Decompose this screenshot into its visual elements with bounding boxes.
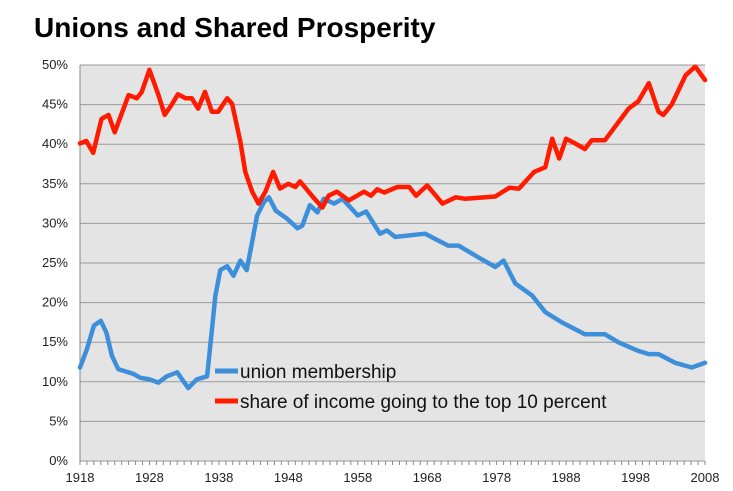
x-tick-label: 1958 bbox=[343, 470, 372, 485]
x-tick-label: 2008 bbox=[691, 470, 720, 485]
x-tick-label: 1938 bbox=[204, 470, 233, 485]
y-tick-label: 40% bbox=[42, 136, 68, 151]
y-tick-label: 45% bbox=[42, 97, 68, 112]
y-tick-label: 15% bbox=[42, 334, 68, 349]
x-tick-label: 1918 bbox=[66, 470, 95, 485]
x-tick-label: 1988 bbox=[552, 470, 581, 485]
series-line-union-membership bbox=[77, 195, 708, 391]
y-tick-label: 10% bbox=[42, 374, 68, 389]
x-tick-label: 1948 bbox=[274, 470, 303, 485]
legend-label: share of income going to the top 10 perc… bbox=[240, 392, 607, 413]
y-tick-label: 30% bbox=[42, 215, 68, 230]
series-line-top10-income-share bbox=[77, 64, 708, 210]
x-tick-label: 1928 bbox=[135, 470, 164, 485]
y-tick-label: 35% bbox=[42, 176, 68, 191]
y-tick-label: 0% bbox=[49, 453, 68, 468]
y-tick-label: 5% bbox=[49, 413, 68, 428]
x-tick-label: 1978 bbox=[482, 470, 511, 485]
y-tick-label: 20% bbox=[42, 295, 68, 310]
x-tick-label: 1968 bbox=[413, 470, 442, 485]
legend-label: union membership bbox=[240, 362, 396, 383]
chart-title: Unions and Shared Prosperity bbox=[34, 12, 436, 43]
y-tick-label: 50% bbox=[42, 57, 68, 72]
y-tick-label: 25% bbox=[42, 255, 68, 270]
x-tick-label: 1998 bbox=[621, 470, 650, 485]
